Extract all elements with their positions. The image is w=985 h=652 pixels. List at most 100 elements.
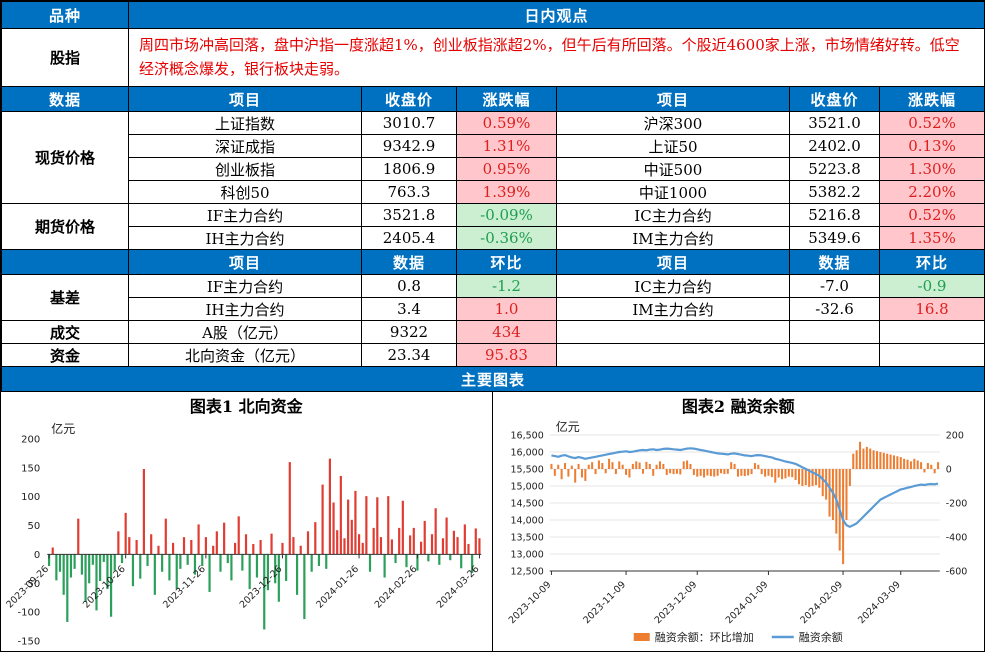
header-mom-right: 环比	[878, 249, 984, 275]
section-label-basis: 基差	[1, 274, 129, 321]
chart1-plot: 亿元 200 150 100 50 0 -50 -100 -150 2023-09-26 2023-…	[1, 419, 492, 649]
svg-text:50: 50	[28, 521, 41, 532]
header-mom-left: 环比	[456, 249, 557, 275]
index-name: 中证500	[556, 157, 790, 181]
charts-section: 图表1 北向资金 亿元 200 150 100 50 0 -50 -100 -150 2023-0…	[1, 392, 985, 651]
svg-text:融资余额：环比增加: 融资余额：环比增加	[654, 630, 753, 644]
header-item-left: 项目	[128, 249, 362, 275]
empty-cell	[789, 343, 880, 367]
index-change: 0.59%	[456, 111, 557, 135]
volume-row: 成交 A股（亿元） 9322 434	[1, 320, 984, 344]
index-close: 5223.8	[789, 157, 880, 181]
index-change: 0.52%	[878, 111, 984, 135]
index-close: 5382.2	[789, 180, 880, 204]
empty-cell	[556, 343, 790, 367]
svg-text:-100: -100	[18, 608, 41, 619]
svg-text:-200: -200	[945, 499, 967, 510]
svg-text:-50: -50	[24, 579, 40, 590]
svg-text:14,500: 14,500	[510, 499, 543, 510]
index-close: 763.3	[361, 180, 457, 204]
contract-close: 3521.8	[361, 203, 457, 227]
svg-text:2024-03-26: 2024-03-26	[435, 564, 482, 611]
basis-mom: -1.2	[456, 274, 557, 298]
contract-name: IF主力合约	[128, 203, 362, 227]
flow-mom: 95.83	[456, 343, 557, 367]
svg-text:2023-11-09: 2023-11-09	[581, 579, 628, 626]
basis-row: 基差 IF主力合约 0.8 -1.2 IC主力合约 -7.0 -0.9	[1, 274, 984, 321]
col-header-variety: 品种	[1, 1, 129, 29]
svg-text:2023-12-09: 2023-12-09	[652, 579, 699, 626]
svg-text:0: 0	[945, 465, 951, 476]
svg-text:13,500: 13,500	[510, 533, 543, 544]
header-data: 数据	[1, 86, 129, 112]
volume-value: 9322	[361, 320, 457, 344]
opinion-label: 股指	[1, 28, 129, 87]
svg-text:0: 0	[34, 550, 40, 561]
svg-text:2024-02-09: 2024-02-09	[798, 579, 845, 626]
index-close: 2402.0	[789, 134, 880, 158]
svg-text:-150: -150	[18, 637, 41, 648]
svg-text:15,000: 15,000	[510, 482, 543, 493]
futures-row: 期货价格 IF主力合约 3521.8 -0.09% IC主力合约 5216.8 …	[1, 203, 984, 250]
svg-text:16,000: 16,000	[510, 448, 543, 459]
report-table: 品种 日内观点 股指 周四市场冲高回落，盘中沪指一度涨超1%，创业板指涨超2%，…	[1, 1, 984, 392]
svg-text:15,500: 15,500	[510, 465, 543, 476]
index-name: 上证50	[556, 134, 790, 158]
svg-text:12,500: 12,500	[510, 567, 543, 578]
basis-name: IC主力合约	[556, 274, 790, 298]
volume-name: A股（亿元）	[128, 320, 362, 344]
svg-text:2023-09-26: 2023-09-26	[4, 564, 51, 611]
spot-row: 科创50 763.3 1.39% 中证1000 5382.2 2.20%	[2, 180, 984, 204]
index-change: 0.13%	[878, 134, 984, 158]
index-close: 1806.9	[361, 157, 457, 181]
flow-name: 北向资金（亿元）	[128, 343, 362, 367]
index-close: 9342.9	[361, 134, 457, 158]
basis-name: IF主力合约	[128, 274, 362, 298]
col-header-daily-view: 日内观点	[127, 1, 984, 29]
header-change-right: 涨跌幅	[878, 86, 984, 112]
contract-change: -0.36%	[456, 226, 557, 250]
contract-change: 1.35%	[878, 226, 984, 250]
empty-cell	[878, 320, 984, 344]
svg-text:200: 200	[945, 431, 963, 442]
svg-text:13,000: 13,000	[510, 550, 543, 561]
svg-text:2023-10-09: 2023-10-09	[506, 579, 553, 626]
volume-mom: 434	[456, 320, 557, 344]
index-change: 1.39%	[456, 180, 557, 204]
chart1-title: 图表1 北向资金	[189, 397, 303, 416]
svg-text:2024-01-26: 2024-01-26	[314, 564, 361, 611]
empty-cell	[878, 343, 984, 367]
chart2-plot: 亿元 16,500 16,000 15,500 15,000 14,500 14,000 13…	[493, 419, 985, 649]
spot-row: 深证成指 9342.9 1.31% 上证50 2402.0 0.13%	[2, 134, 984, 158]
contract-close: 2405.4	[361, 226, 457, 250]
header-close-right: 收盘价	[789, 86, 880, 112]
basis-header-row: 项目 数据 环比 项目 数据 环比	[1, 249, 984, 275]
contract-close: 5349.6	[789, 226, 880, 250]
basis-mom: 1.0	[456, 297, 557, 321]
contract-change: -0.09%	[456, 203, 557, 227]
basis-row: IH主力合约 3.4 1.0 IM主力合约 -32.6 16.8	[2, 297, 984, 321]
contract-close: 5216.8	[789, 203, 880, 227]
basis-name: IM主力合约	[556, 297, 790, 321]
basis-mom: -0.9	[878, 274, 984, 298]
svg-text:2023-12-26: 2023-12-26	[238, 564, 285, 611]
title-row: 品种 日内观点	[1, 1, 984, 29]
svg-text:100: 100	[21, 492, 40, 503]
flow-value: 23.34	[361, 343, 457, 367]
svg-text:亿元: 亿元	[555, 419, 579, 434]
svg-text:14,000: 14,000	[510, 516, 543, 527]
svg-text:-400: -400	[945, 533, 967, 544]
svg-text:2023-10-26: 2023-10-26	[81, 564, 128, 611]
index-name: 科创50	[128, 180, 362, 204]
index-change: 0.95%	[456, 157, 557, 181]
contract-change: 0.52%	[878, 203, 984, 227]
header-item-left: 项目	[128, 86, 362, 112]
section-label-spot: 现货价格	[1, 111, 129, 204]
basis-name: IH主力合约	[128, 297, 362, 321]
spot-row: 创业板指 1806.9 0.95% 中证500 5223.8 1.30%	[2, 157, 984, 181]
contract-name: IH主力合约	[128, 226, 362, 250]
basis-value: 3.4	[361, 297, 457, 321]
svg-text:16,500: 16,500	[510, 431, 543, 442]
header-value-left: 数据	[361, 249, 457, 275]
